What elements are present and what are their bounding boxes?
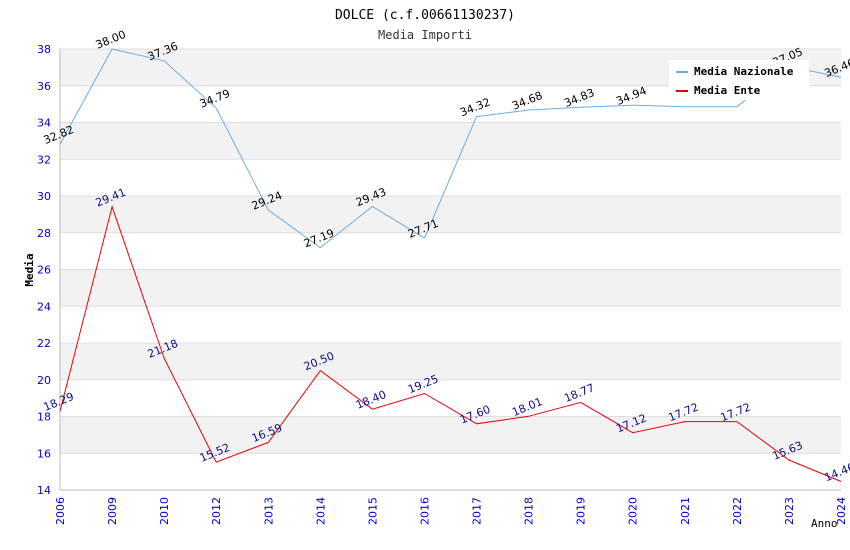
x-tick-label: 2020 xyxy=(627,497,640,525)
y-tick-label: 14 xyxy=(37,484,51,497)
series-line-media-nazionale xyxy=(59,48,842,249)
x-tick-labels: 2006 2009 2010 2012 2013 2014 2015 2016 2017 2018… xyxy=(54,497,848,525)
y-tick-label: 26 xyxy=(37,264,51,277)
legend-label-media-ente: Media Ente xyxy=(694,84,761,97)
grid-lines xyxy=(60,48,841,491)
y-tick-label: 32 xyxy=(37,153,51,166)
x-tick-label: 2012 xyxy=(210,497,223,525)
data-label: 18.77 xyxy=(562,381,596,405)
grid-band xyxy=(60,122,841,160)
x-tick-label: 2015 xyxy=(366,497,379,525)
x-tick-label: 2018 xyxy=(523,497,536,525)
grid-bands xyxy=(60,49,841,454)
data-label: 18.01 xyxy=(510,395,544,419)
x-tick-label: 2014 xyxy=(314,497,327,525)
series-lines xyxy=(59,48,842,482)
legend-box xyxy=(669,60,809,100)
legend: Media Nazionale Media Ente xyxy=(669,60,809,100)
y-tick-label: 28 xyxy=(37,227,51,240)
x-axis-label: Anno xyxy=(811,517,838,530)
data-label: 14.46 xyxy=(823,460,850,484)
y-tick-label: 16 xyxy=(37,447,51,460)
chart-subtitle: Media Importi xyxy=(378,28,472,42)
y-tick-labels: 14 16 18 20 22 24 26 28 30 32 34 36 38 xyxy=(37,43,51,497)
y-tick-label: 24 xyxy=(37,300,51,313)
x-tick-label: 2013 xyxy=(262,497,275,525)
legend-label-media-nazionale: Media Nazionale xyxy=(694,65,794,78)
grid-band xyxy=(60,416,841,454)
x-tick-label: 2022 xyxy=(731,497,744,525)
grid-band xyxy=(60,343,841,380)
y-tick-label: 38 xyxy=(37,43,51,56)
x-tick-label: 2024 xyxy=(835,497,848,525)
y-tick-label: 34 xyxy=(37,117,51,130)
y-tick-label: 22 xyxy=(37,337,51,350)
grid-band xyxy=(60,196,841,233)
grid-band xyxy=(60,269,841,307)
x-tick-label: 2006 xyxy=(54,497,67,525)
x-tick-label: 2010 xyxy=(158,497,171,525)
y-tick-label: 36 xyxy=(37,80,51,93)
x-tick-label: 2019 xyxy=(575,497,588,525)
data-label: 38.00 xyxy=(94,28,128,52)
data-label: 18.29 xyxy=(42,390,76,414)
y-tick-label: 30 xyxy=(37,190,51,203)
series-line-media-ente xyxy=(59,205,842,482)
x-tick-label: 2017 xyxy=(471,497,484,525)
x-tick-label: 2016 xyxy=(418,497,431,525)
y-tick-label: 18 xyxy=(37,411,51,424)
data-label: 34.94 xyxy=(614,84,648,108)
chart-title: DOLCE (c.f.00661130237) xyxy=(335,8,515,23)
x-tick-label: 2021 xyxy=(679,497,692,525)
y-tick-label: 20 xyxy=(37,374,51,387)
y-axis-label: Media xyxy=(23,253,36,286)
x-tick-label: 2023 xyxy=(783,497,796,525)
x-tick-label: 2009 xyxy=(106,497,119,525)
